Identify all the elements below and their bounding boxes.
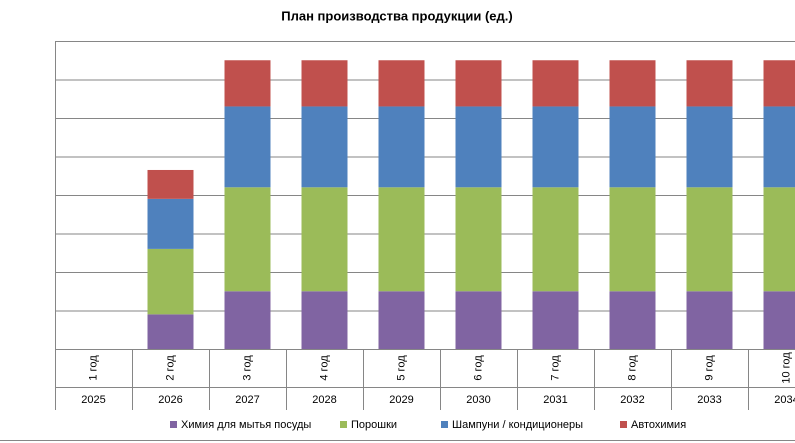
- x-group-label: 2029: [389, 394, 413, 406]
- bar-segment: [378, 291, 425, 349]
- bar-segment: [224, 187, 271, 292]
- bar-segment: [532, 60, 579, 107]
- bar-segment: [532, 291, 579, 349]
- x-group-label: 2026: [158, 394, 182, 406]
- bar-segment: [455, 291, 502, 349]
- x-group-label: 2028: [312, 394, 336, 406]
- legend-label: Порошки: [351, 419, 397, 431]
- x-group-label: 2030: [466, 394, 490, 406]
- bar-segment: [763, 291, 795, 349]
- bar-segment: [609, 187, 656, 292]
- bar-segment: [147, 248, 194, 315]
- bar-segment: [224, 291, 271, 349]
- legend-label: Шампуни / кондиционеры: [452, 419, 583, 431]
- bar-segment: [378, 60, 425, 107]
- bar-segment: [378, 187, 425, 292]
- bar-segment: [301, 187, 348, 292]
- bar-segment: [532, 106, 579, 188]
- bar-segment: [301, 106, 348, 188]
- bar-segment: [147, 314, 194, 349]
- x-tick-label: 9 год: [703, 355, 715, 381]
- x-tick-label: 10 год: [780, 352, 792, 384]
- x-tick-label: 8 год: [626, 355, 638, 381]
- x-group-label: 2027: [235, 394, 259, 406]
- legend-marker: [620, 421, 627, 428]
- legend-marker: [170, 421, 177, 428]
- bar-segment: [686, 60, 733, 107]
- bar-segment: [763, 106, 795, 188]
- bar-segment: [609, 291, 656, 349]
- x-tick-label: 7 год: [549, 355, 561, 381]
- bar-segment: [763, 60, 795, 107]
- legend-marker: [441, 421, 448, 428]
- x-group-label: 2032: [620, 394, 644, 406]
- chart-title: План производства продукции (ед.): [281, 8, 512, 23]
- bar-segment: [301, 291, 348, 349]
- legend-label: Автохимия: [631, 419, 686, 431]
- x-tick-label: 5 год: [395, 355, 407, 381]
- bar-segment: [609, 106, 656, 188]
- bar-segment: [378, 106, 425, 188]
- legend-label: Химия для мытья посуды: [181, 419, 311, 431]
- bar-segment: [147, 198, 194, 249]
- x-tick-label: 3 год: [241, 355, 253, 381]
- bar-segment: [686, 187, 733, 292]
- bar-segment: [224, 60, 271, 107]
- x-tick-label: 4 год: [318, 355, 330, 381]
- bar-segment: [455, 187, 502, 292]
- x-group-label: 2025: [81, 394, 105, 406]
- x-tick-label: 2 год: [164, 355, 176, 381]
- bar-segment: [147, 169, 194, 199]
- bar-segment: [609, 60, 656, 107]
- bar-segment: [686, 106, 733, 188]
- bar-segment: [763, 187, 795, 292]
- bar-segment: [224, 106, 271, 188]
- bar-segment: [455, 60, 502, 107]
- bar-segment: [532, 187, 579, 292]
- x-tick-label: 6 год: [472, 355, 484, 381]
- legend-marker: [340, 421, 347, 428]
- x-tick-label: 1 год: [87, 355, 99, 381]
- bar-segment: [301, 60, 348, 107]
- bar-segment: [686, 291, 733, 349]
- x-group-label: 2031: [543, 394, 567, 406]
- x-group-label: 2033: [697, 394, 721, 406]
- x-group-label: 2034: [774, 394, 795, 406]
- bar-segment: [455, 106, 502, 188]
